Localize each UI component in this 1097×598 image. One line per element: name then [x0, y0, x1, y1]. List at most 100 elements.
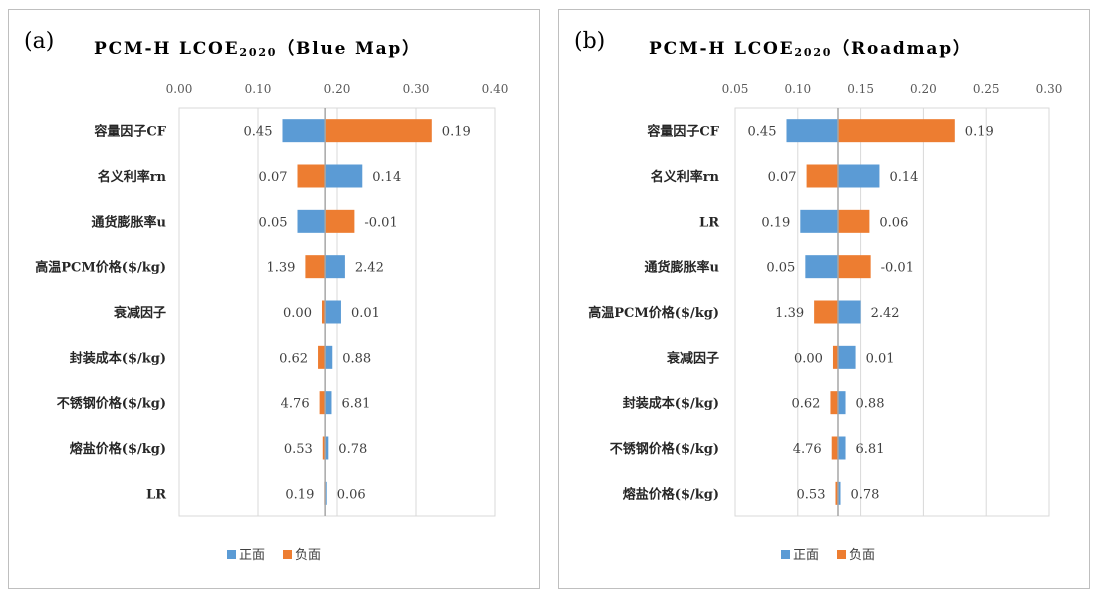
category-label: 熔盐价格($/kg): [70, 441, 166, 457]
panel-label: (b): [574, 29, 605, 54]
category-label: 容量因子CF: [646, 124, 719, 140]
high-value-label: -0.01: [364, 215, 397, 230]
category-label: 高温PCM价格($/kg): [588, 305, 719, 321]
low-value-label: 0.00: [283, 306, 312, 321]
bar-positive: [837, 481, 841, 505]
high-value-label: 0.19: [965, 125, 994, 140]
category-label: 名义利率rn: [98, 169, 167, 185]
x-tick-label: 0.25: [973, 82, 1000, 96]
bar-positive: [297, 209, 326, 233]
bar-negative: [837, 255, 871, 279]
high-value-label: 0.78: [338, 442, 367, 457]
bar-negative: [835, 481, 838, 505]
legend-swatch-positive: [227, 550, 236, 559]
high-value-label: 0.06: [879, 215, 908, 230]
legend-swatch-negative: [837, 550, 846, 559]
category-label: 容量因子CF: [93, 124, 166, 140]
bar-negative: [806, 164, 838, 188]
high-value-label: 0.14: [372, 170, 401, 185]
bar-positive: [837, 345, 856, 369]
low-value-label: 0.05: [766, 261, 795, 276]
bar-negative: [319, 391, 326, 415]
high-value-label: 2.42: [355, 261, 384, 276]
bar-negative: [322, 436, 326, 460]
category-label: 不锈钢价格($/kg): [57, 396, 166, 412]
low-value-label: 4.76: [281, 397, 310, 412]
bar-negative: [831, 436, 838, 460]
x-tick-label: 0.15: [847, 82, 874, 96]
low-value-label: 0.07: [259, 170, 288, 185]
low-value-label: 0.53: [284, 442, 313, 457]
category-label: LR: [699, 215, 719, 230]
category-label: 高温PCM价格($/kg): [35, 260, 166, 276]
bar-negative: [814, 300, 838, 324]
bar-positive: [282, 119, 326, 143]
high-value-label: 0.01: [351, 306, 380, 321]
bar-positive: [325, 436, 329, 460]
category-label: 名义利率rn: [651, 169, 720, 185]
tornado-chart-a: (a) PCM-H LCOE2020（Blue Map） 0.00 0.10 0.20 0…: [24, 29, 509, 563]
plot-area: [178, 107, 496, 517]
low-value-label: 0.19: [285, 487, 314, 502]
low-value-label: 4.76: [793, 442, 822, 457]
low-value-label: 0.07: [768, 170, 797, 185]
bar-positive: [325, 345, 333, 369]
low-value-label: 0.62: [279, 351, 308, 366]
low-value-label: 0.45: [244, 125, 273, 140]
x-tick-label: 0.00: [166, 82, 193, 96]
high-value-label: 0.88: [856, 397, 885, 412]
chart-panel-b: (b) PCM-H LCOE2020（Roadmap） 0.05 0.10 0.15 0.…: [558, 9, 1090, 589]
legend-label-positive: 正面: [793, 548, 819, 563]
category-label: 封装成本($/kg): [70, 350, 166, 366]
plot-area: [734, 107, 1050, 517]
low-value-label: 0.00: [794, 351, 823, 366]
bar-positive: [837, 300, 861, 324]
bar-positive: [325, 300, 341, 324]
bar-positive: [805, 255, 838, 279]
chart-title: PCM-H LCOE2020（Blue Map）: [94, 38, 421, 59]
high-value-label: 0.88: [342, 351, 371, 366]
high-value-label: 0.78: [851, 487, 880, 502]
category-label: LR: [146, 487, 166, 502]
low-value-label: 0.05: [259, 215, 288, 230]
bar-negative: [832, 345, 838, 369]
high-value-label: 0.14: [889, 170, 918, 185]
high-value-label: -0.01: [881, 261, 914, 276]
bar-positive: [325, 255, 345, 279]
low-value-label: 1.39: [266, 261, 295, 276]
x-tick-label: 0.20: [324, 82, 351, 96]
category-label: 衰减因子: [113, 305, 166, 321]
category-label: 通货膨胀率u: [645, 260, 719, 276]
bar-negative: [837, 209, 870, 233]
x-tick-label: 0.30: [1036, 82, 1063, 96]
legend-swatch-positive: [781, 550, 790, 559]
legend-swatch-negative: [283, 550, 292, 559]
bar-negative: [318, 345, 326, 369]
bar-negative: [325, 209, 355, 233]
high-value-label: 2.42: [871, 306, 900, 321]
chart-title: PCM-H LCOE2020（Roadmap）: [649, 38, 972, 59]
x-tick-label: 0.30: [403, 82, 430, 96]
bar-positive: [325, 164, 363, 188]
high-value-label: 6.81: [341, 397, 370, 412]
tornado-chart-b: (b) PCM-H LCOE2020（Roadmap） 0.05 0.10 0.15 0.…: [574, 29, 1063, 563]
high-value-label: 6.81: [856, 442, 885, 457]
category-label: 不锈钢价格($/kg): [610, 441, 719, 457]
high-value-label: 0.01: [866, 351, 895, 366]
x-tick-label: 0.40: [482, 82, 509, 96]
category-label: 熔盐价格($/kg): [623, 486, 719, 502]
bar-negative: [321, 300, 326, 324]
x-tick-label: 0.10: [245, 82, 272, 96]
legend-label-negative: 负面: [295, 548, 321, 563]
x-tick-label: 0.20: [910, 82, 937, 96]
bar-negative: [325, 119, 432, 143]
bar-positive: [786, 119, 838, 143]
chart-panel-a: (a) PCM-H LCOE2020（Blue Map） 0.00 0.10 0.20 0…: [8, 9, 540, 589]
bar-negative: [837, 119, 955, 143]
bar-positive: [837, 391, 846, 415]
bar-positive: [800, 209, 838, 233]
legend-label-negative: 负面: [849, 548, 875, 563]
high-value-label: 0.06: [337, 487, 366, 502]
bar-positive: [325, 391, 332, 415]
category-label: 衰减因子: [666, 350, 719, 366]
